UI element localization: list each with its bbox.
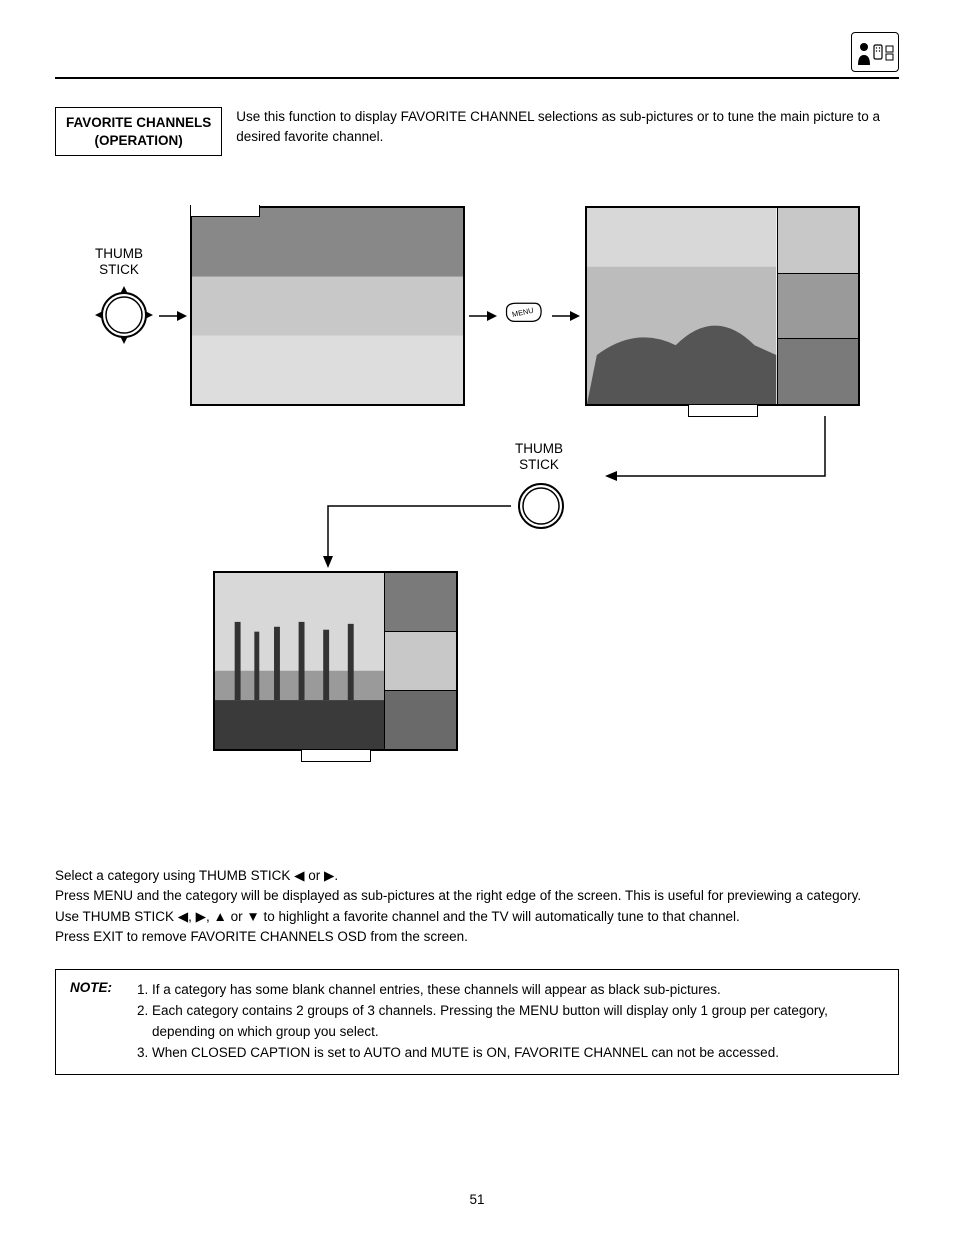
instruction-line-1: Select a category using THUMB STICK ◀ or… xyxy=(55,866,899,886)
note-item: Each category contains 2 groups of 3 cha… xyxy=(152,1001,884,1043)
instruction-line-4: Press EXIT to remove FAVORITE CHANNELS O… xyxy=(55,927,899,947)
tv-screen-3 xyxy=(213,571,458,751)
sub-picture-column-3 xyxy=(384,573,456,749)
instructions: Select a category using THUMB STICK ◀ or… xyxy=(55,866,899,947)
arrow-2 xyxy=(469,308,497,324)
note-item: If a category has some blank channel ent… xyxy=(152,980,884,1001)
note-box: NOTE: If a category has some blank chann… xyxy=(55,969,899,1075)
arrow-3 xyxy=(552,308,580,324)
thumbstick-icon-1 xyxy=(91,282,157,348)
header-rule xyxy=(55,77,899,79)
page-number: 51 xyxy=(0,1192,954,1207)
header-icon-box xyxy=(851,32,899,72)
thumbstick-label-1: THUMBSTICK xyxy=(95,246,143,277)
arrow-1 xyxy=(159,308,187,324)
note-item: When CLOSED CAPTION is set to AUTO and M… xyxy=(152,1043,884,1064)
tv-base-1 xyxy=(190,205,260,217)
thumbstick-icon-2 xyxy=(511,476,571,536)
section-label-line1: FAVORITE CHANNELS xyxy=(66,115,211,130)
sub-picture-column-2 xyxy=(777,208,858,404)
section-label-line2: (OPERATION) xyxy=(95,133,183,148)
note-label: NOTE: xyxy=(70,980,112,1064)
tv-screen-2 xyxy=(585,206,860,406)
tv-base-3 xyxy=(301,750,371,762)
thumbstick-label-2: THUMBSTICK xyxy=(515,441,563,472)
note-list: If a category has some blank channel ent… xyxy=(132,980,884,1064)
section-label: FAVORITE CHANNELS (OPERATION) xyxy=(55,107,222,156)
diagram-area: THUMBSTICK xyxy=(55,196,899,836)
instruction-line-2: Press MENU and the category will be disp… xyxy=(55,886,899,906)
menu-button-icon: MENU xyxy=(501,300,545,328)
intro-text: Use this function to display FAVORITE CH… xyxy=(236,107,899,148)
tv-screen-1 xyxy=(190,206,465,406)
connector-2 xyxy=(323,504,513,574)
connector-1 xyxy=(545,416,865,506)
person-remote-icon xyxy=(856,39,894,65)
instruction-line-3: Use THUMB STICK ◀, ▶, ▲ or ▼ to highligh… xyxy=(55,907,899,927)
